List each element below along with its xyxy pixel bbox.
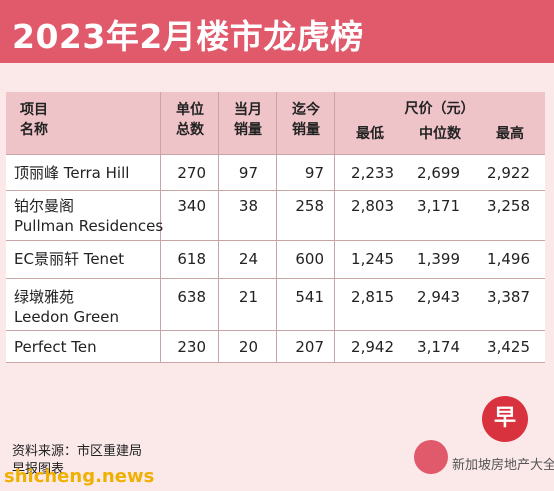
account-watermark: 新加坡房地产大全 — [452, 458, 554, 473]
header-median: 中位数 — [419, 126, 461, 142]
header-psf: 尺价（元） — [404, 101, 475, 117]
col-divider — [218, 92, 219, 363]
table-cell-to-date: 600 — [295, 250, 324, 268]
table-row-name: 绿墩雅苑 — [14, 288, 75, 306]
page-title: 2023年2月楼市龙虎榜 — [12, 17, 364, 56]
table-cell-median: 2,943 — [417, 288, 460, 306]
row-divider — [6, 330, 545, 331]
table-cell-to-date: 258 — [295, 197, 324, 215]
col-divider — [160, 92, 161, 363]
table-cell-month: 24 — [238, 250, 258, 268]
header-name: 项目 名称 — [20, 102, 48, 138]
header-to-date-sales: 迄今 销量 — [292, 102, 320, 138]
table-cell-min: 2,815 — [351, 288, 394, 306]
site-watermark: shicheng.news — [4, 466, 155, 487]
table-cell-to-date: 541 — [295, 288, 324, 306]
table-cell-min: 2,942 — [351, 338, 394, 356]
table-cell-units: 340 — [177, 197, 206, 215]
table-row-name: 铂尔曼阁 — [14, 197, 75, 215]
table-cell-units: 270 — [177, 164, 206, 182]
row-divider — [6, 154, 545, 155]
table-cell-to-date: 97 — [304, 164, 324, 182]
table-cell-max: 1,496 — [487, 250, 530, 268]
table-row-name-en: Leedon Green — [14, 308, 119, 326]
table-cell-median: 3,171 — [417, 197, 460, 215]
table-cell-units: 618 — [177, 250, 206, 268]
header-month-sales: 当月 销量 — [234, 102, 262, 138]
table-cell-median: 1,399 — [417, 250, 460, 268]
zaobao-logo-icon: 早 — [482, 396, 528, 442]
table-cell-month: 20 — [238, 338, 258, 356]
row-divider — [6, 362, 545, 363]
table-cell-max: 3,425 — [487, 338, 530, 356]
title-bar: 2023年2月楼市龙虎榜 — [0, 0, 554, 63]
table-cell-max: 3,387 — [487, 288, 530, 306]
table-cell-month: 97 — [238, 164, 258, 182]
table-cell-max: 3,258 — [487, 197, 530, 215]
credit-note: 早报图表 — [12, 462, 65, 477]
row-divider — [6, 240, 545, 241]
table-cell-units: 638 — [177, 288, 206, 306]
table-cell-min: 2,803 — [351, 197, 394, 215]
table-cell-median: 2,699 — [417, 164, 460, 182]
table-header — [6, 92, 545, 154]
table-cell-month: 21 — [238, 288, 258, 306]
table-row-name-en: Pullman Residences — [14, 217, 164, 235]
table-row-name: 顶丽峰 Terra Hill — [14, 164, 130, 182]
col-divider — [276, 92, 277, 363]
table-cell-median: 3,174 — [417, 338, 460, 356]
table-cell-max: 2,922 — [487, 164, 530, 182]
table-row-name: Perfect Ten — [14, 338, 97, 356]
table-row-name: EC景丽轩 Tenet — [14, 250, 125, 268]
table-cell-min: 2,233 — [351, 164, 394, 182]
source-note: 资料来源：市区重建局 — [12, 444, 143, 459]
header-min: 最低 — [356, 126, 384, 142]
header-units: 单位 总数 — [176, 102, 204, 138]
wechat-logo-icon — [414, 440, 448, 474]
table-cell-units: 230 — [177, 338, 206, 356]
row-divider — [6, 278, 545, 279]
table-cell-min: 1,245 — [351, 250, 394, 268]
header-max: 最高 — [496, 126, 524, 142]
row-divider — [6, 190, 545, 191]
col-divider — [334, 92, 335, 363]
table-cell-to-date: 207 — [295, 338, 324, 356]
table-cell-month: 38 — [238, 197, 258, 215]
